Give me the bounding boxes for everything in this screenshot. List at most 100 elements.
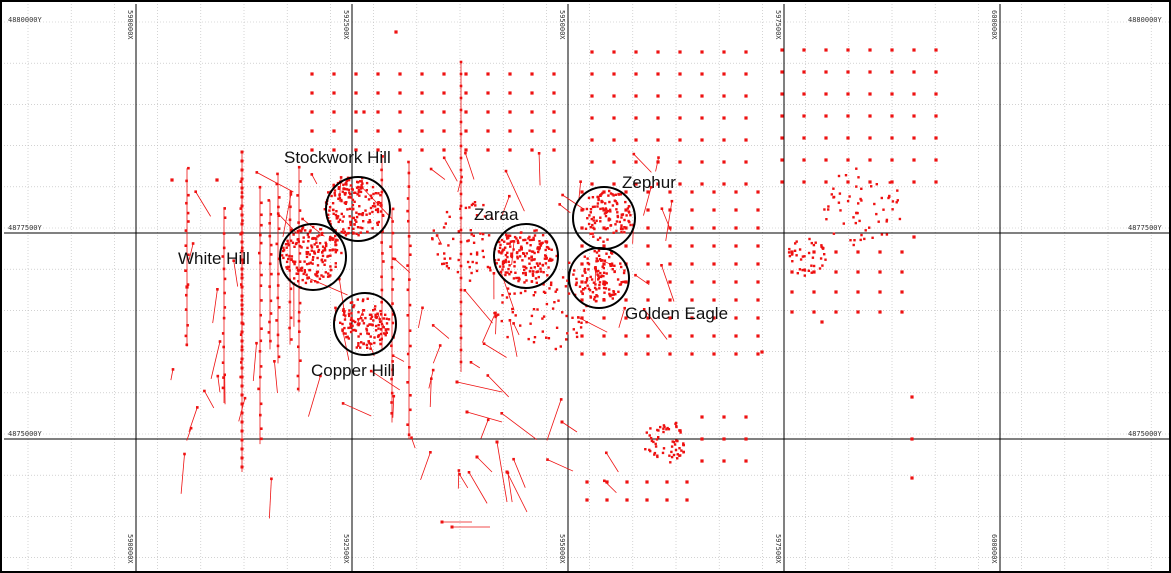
drillhole-collar [475, 214, 479, 217]
drillhole-collar [583, 269, 586, 273]
drillhole-collar [690, 298, 694, 302]
drillhole-collar [260, 427, 263, 430]
drillhole-collar [359, 346, 362, 349]
drillhole-collar [590, 278, 594, 281]
drillhole-collar [171, 368, 175, 371]
drillhole-collar [390, 412, 393, 415]
drillhole-trace [655, 157, 659, 172]
drillhole-collar [259, 261, 262, 265]
drillhole-collar [580, 298, 584, 302]
drillhole-collar [297, 165, 301, 169]
drillhole-collar [616, 214, 619, 218]
drillhole-collar [530, 259, 533, 262]
drillhole-collar [624, 208, 628, 212]
drillhole-collar [407, 219, 410, 223]
drillhole-collar [682, 443, 685, 447]
drillhole-collar [297, 221, 300, 224]
drillhole-collar [420, 91, 424, 95]
drillhole-collar [506, 242, 509, 245]
drillhole-collar [585, 321, 588, 324]
drillhole-collar [321, 251, 324, 254]
drillhole-collar [334, 229, 337, 232]
drillhole-collar [311, 258, 314, 261]
drillhole-trace [274, 361, 278, 394]
drillhole-collar [554, 347, 557, 351]
drillhole-collar [345, 181, 348, 184]
drillhole-collar [475, 269, 479, 273]
drillhole-collar [435, 234, 439, 237]
drillhole-collar [240, 312, 244, 316]
drillhole-trace [511, 241, 515, 266]
drillhole-collar [186, 324, 189, 327]
drillhole-collar [508, 129, 512, 133]
drillhole-collar [530, 148, 534, 152]
northing-label-left-bottom: 4875000Y [8, 430, 43, 438]
drillhole-collar [814, 241, 817, 244]
drillhole-collar [612, 138, 616, 142]
drillhole-collar [409, 253, 412, 256]
drillhole-collar [352, 305, 355, 309]
drillhole-collar [934, 48, 938, 52]
drillhole-collar [464, 206, 468, 210]
drillhole-collar [457, 258, 460, 262]
drillhole-collar [666, 426, 669, 430]
drillhole-collar [645, 498, 649, 502]
drillhole-collar [349, 324, 353, 327]
drillhole-collar [398, 91, 402, 95]
drillhole-collar [852, 243, 855, 247]
drillhole-collar [660, 264, 663, 267]
drillhole-collar [321, 254, 325, 258]
drillhole-collar [541, 317, 544, 320]
drillhole-collar [514, 314, 517, 317]
drillhole-collar [575, 335, 579, 339]
drillhole-collar [362, 110, 366, 114]
drillhole-collar [597, 195, 600, 199]
drillhole-trace [302, 218, 325, 237]
drillhole-collar [357, 335, 360, 338]
drillhole-collar [196, 406, 199, 409]
drillhole-collar [269, 213, 273, 216]
drillhole-collar [608, 294, 612, 297]
drillhole-collar [335, 243, 338, 247]
drillhole-collar [240, 348, 244, 352]
drillhole-trace [456, 381, 503, 393]
drillhole-collar [459, 96, 463, 100]
drillhole-collar [240, 303, 244, 307]
drillhole-collar [240, 366, 244, 370]
drillhole-collar [671, 440, 674, 443]
drillhole-collar [722, 437, 726, 441]
drillhole-collar [345, 201, 348, 204]
drillhole-collar [803, 274, 806, 277]
drillhole-collar [601, 265, 604, 268]
drillhole-collar [289, 287, 293, 291]
drillhole-collar [287, 265, 291, 269]
drillhole-collar [890, 180, 894, 184]
drillhole-collar [365, 213, 368, 216]
drillhole-collar [890, 114, 894, 118]
drillhole-collar [646, 298, 650, 302]
drillhole-collar [685, 498, 689, 502]
drillhole-collar [333, 194, 337, 197]
drillhole-collar [259, 284, 263, 287]
drillhole-collar [525, 252, 528, 255]
drillhole-collar [369, 206, 373, 210]
drillhole-collar [350, 312, 353, 315]
drillhole-collar [591, 205, 595, 209]
drillhole-collar [382, 317, 385, 320]
drillhole-collar [305, 273, 308, 276]
drillhole-collar [855, 167, 858, 170]
drillhole-collar [537, 275, 540, 279]
drillhole-collar [530, 238, 534, 242]
drillhole-collar [519, 291, 523, 295]
drillhole-collar [656, 138, 660, 142]
drillhole-collar [398, 148, 402, 152]
drillhole-collar [839, 209, 842, 212]
drillhole-collar [539, 244, 543, 247]
drillhole-collar [608, 200, 611, 204]
drillhole-collar [352, 304, 356, 307]
drillhole-collar [353, 328, 356, 332]
drillhole-collar [380, 241, 383, 244]
drillhole-collar [459, 60, 463, 64]
drillhole-collar [546, 274, 549, 277]
drillhole-collar [522, 272, 525, 275]
